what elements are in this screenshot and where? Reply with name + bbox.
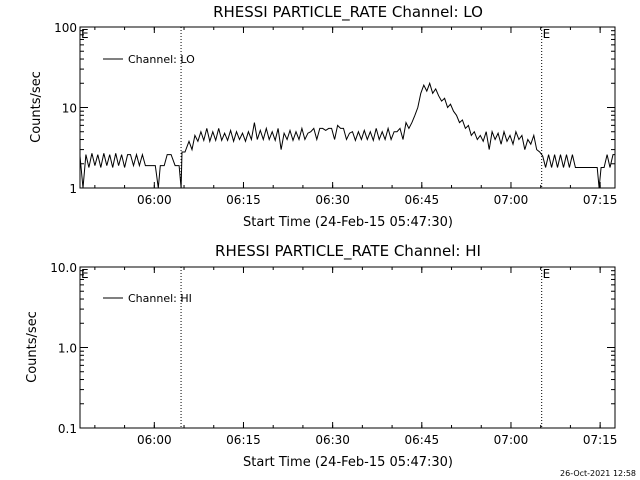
y-tick-label: 10 [62, 102, 77, 116]
panel-hi-title: RHESSI PARTICLE_RATE Channel: HI [215, 242, 481, 261]
x-tick-label: 07:00 [494, 193, 529, 207]
panel-hi-vlines [180, 267, 543, 428]
panel-lo-vlines [180, 27, 543, 188]
footer-timestamp: 26-Oct-2021 12:58 [560, 469, 636, 478]
panel-hi: RHESSI PARTICLE_RATE Channel: HI 06:00 06… [25, 242, 618, 470]
y-tick-label: 1 [69, 182, 77, 196]
x-tick-label: 07:15 [583, 193, 618, 207]
panel-lo-legend: Channel: LO [103, 53, 195, 66]
panel-hi-y-ticks: 0.1 1.0 10.0 [50, 261, 615, 436]
panel-hi-y-axis-label: Counts/sec [25, 311, 40, 383]
y-tick-label: 10.0 [50, 261, 77, 275]
panel-lo-y-axis-label: Counts/sec [29, 71, 44, 143]
x-tick-label: 06:15 [226, 193, 261, 207]
panel-hi-x-ticks: 06:00 06:15 06:30 06:45 07:00 07:15 [94, 267, 618, 447]
panel-hi-x-axis-label: Start Time (24-Feb-15 05:47:30) [243, 455, 453, 470]
x-tick-label: 06:30 [315, 433, 350, 447]
x-tick-label: 06:45 [405, 433, 440, 447]
x-tick-label: 06:45 [405, 193, 440, 207]
event-marker-label: E [81, 27, 89, 41]
panel-lo-x-axis-label: Start Time (24-Feb-15 05:47:30) [243, 215, 453, 230]
panel-lo-legend-label: Channel: LO [128, 53, 195, 66]
event-marker-label: E [543, 267, 551, 281]
y-tick-label: 0.1 [58, 422, 77, 436]
y-tick-label: 100 [54, 21, 77, 35]
panel-lo: RHESSI PARTICLE_RATE Channel: LO 06:00 06… [29, 3, 618, 230]
event-marker-label: E [543, 27, 551, 41]
panel-lo-plot-area [79, 26, 616, 189]
panel-lo-y-ticks: 1 10 100 [54, 21, 615, 196]
x-tick-label: 06:00 [137, 193, 172, 207]
panel-lo-title: RHESSI PARTICLE_RATE Channel: LO [213, 3, 483, 22]
event-marker-label: E [81, 267, 89, 281]
series-line [79, 81, 616, 189]
x-tick-label: 07:15 [583, 433, 618, 447]
panel-lo-x-ticks: 06:00 06:15 06:30 06:45 07:00 07:15 [94, 27, 618, 207]
x-tick-label: 06:30 [315, 193, 350, 207]
x-tick-label: 07:00 [494, 433, 529, 447]
x-tick-label: 06:15 [226, 433, 261, 447]
panel-hi-legend-label: Channel: HI [128, 292, 192, 305]
panel-hi-legend: Channel: HI [103, 292, 192, 305]
y-tick-label: 1.0 [58, 342, 77, 356]
x-tick-label: 06:00 [137, 433, 172, 447]
panel-lo-series [79, 81, 616, 189]
